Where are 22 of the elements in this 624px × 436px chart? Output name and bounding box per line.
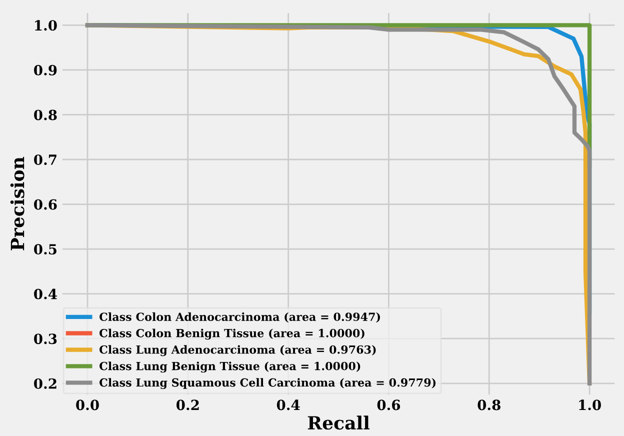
x-tick-label: 0.6: [377, 400, 400, 410]
legend-label: Class Colon Adenocarcinoma (area = 0.9947): [100, 312, 380, 323]
x-tick-label: 1.0: [579, 400, 601, 410]
y-tick-label: 0.5: [34, 244, 56, 255]
y-tick-label: 0.2: [34, 378, 56, 389]
legend-label: Class Lung Squamous Cell Carcinoma (area = 0.9779): [100, 378, 436, 390]
legend-label: Class Colon Benign Tissue (area = 1.0000): [100, 328, 364, 340]
y-tick-label: 0.8: [34, 110, 57, 120]
y-tick-label: 0.4: [34, 288, 57, 300]
y-tick-label: 0.6: [34, 199, 57, 210]
y-tick-label: 0.3: [34, 334, 57, 344]
x-tick-label: 0.8: [478, 400, 500, 410]
legend-label: Class Lung Adenocarcinoma (area = 0.9763): [100, 345, 376, 356]
x-tick-label: 0.0: [76, 400, 99, 410]
y-tick-label: 0.7: [34, 154, 56, 165]
x-tick-label: 0.2: [176, 400, 199, 410]
x-tick-label: 0.4: [276, 400, 300, 410]
y-tick-label: 1.0: [35, 20, 57, 31]
y-tick-label: 0.9: [34, 64, 57, 76]
y-axis-title: Precision: [10, 156, 24, 250]
legend-label: Class Lung Benign Tissue (area = 1.0000): [100, 362, 360, 373]
x-axis-title: Recall: [308, 416, 370, 430]
